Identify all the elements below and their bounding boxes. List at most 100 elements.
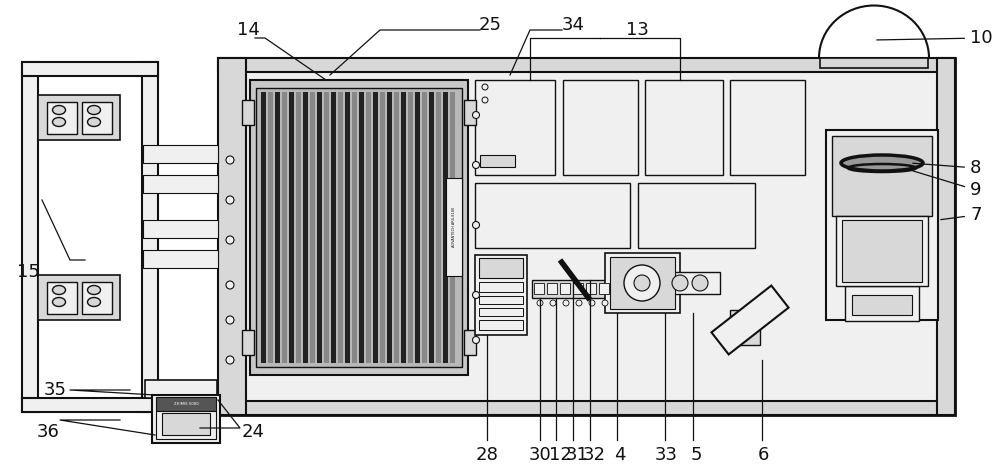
Bar: [450, 92, 455, 363]
Bar: [852, 295, 912, 315]
Circle shape: [654, 300, 660, 306]
Bar: [534, 283, 544, 294]
Bar: [842, 220, 922, 282]
Bar: [401, 92, 406, 363]
Circle shape: [672, 275, 688, 291]
Ellipse shape: [52, 106, 66, 115]
Bar: [475, 255, 527, 335]
Bar: [275, 92, 280, 363]
Bar: [338, 92, 343, 363]
Circle shape: [226, 236, 234, 244]
Circle shape: [624, 265, 660, 301]
Bar: [730, 80, 805, 175]
Bar: [937, 58, 955, 415]
Bar: [218, 58, 955, 72]
Circle shape: [628, 300, 634, 306]
Bar: [605, 253, 680, 313]
Text: 6: 6: [757, 446, 769, 464]
Circle shape: [589, 300, 595, 306]
Bar: [443, 92, 448, 363]
Bar: [845, 286, 919, 321]
Bar: [660, 272, 720, 294]
Circle shape: [602, 300, 608, 306]
Bar: [475, 183, 630, 248]
Ellipse shape: [88, 118, 100, 127]
Bar: [366, 92, 371, 363]
Circle shape: [226, 156, 234, 164]
Bar: [47, 102, 77, 134]
Bar: [156, 397, 216, 411]
Bar: [387, 92, 392, 363]
Bar: [282, 92, 287, 363]
Bar: [446, 178, 462, 276]
Ellipse shape: [52, 285, 66, 294]
Circle shape: [226, 281, 234, 289]
Text: 8: 8: [913, 159, 981, 177]
Bar: [826, 130, 938, 320]
Bar: [479, 296, 523, 304]
Bar: [638, 283, 648, 294]
Bar: [218, 401, 955, 415]
Bar: [422, 92, 427, 363]
Polygon shape: [711, 285, 789, 355]
Circle shape: [550, 300, 556, 306]
Bar: [599, 283, 609, 294]
Bar: [479, 320, 523, 330]
Bar: [394, 92, 399, 363]
Ellipse shape: [841, 155, 923, 171]
Bar: [289, 92, 294, 363]
Circle shape: [634, 275, 650, 291]
Text: 9: 9: [913, 171, 982, 199]
Bar: [38, 275, 120, 320]
Bar: [464, 330, 476, 355]
Circle shape: [473, 337, 480, 344]
Circle shape: [692, 275, 708, 291]
Bar: [560, 283, 570, 294]
Bar: [415, 92, 420, 363]
Ellipse shape: [88, 285, 100, 294]
Bar: [586, 283, 596, 294]
Bar: [143, 220, 218, 238]
Text: 13: 13: [626, 21, 648, 39]
Bar: [296, 92, 301, 363]
Text: 7: 7: [941, 206, 982, 224]
Bar: [359, 92, 364, 363]
Bar: [532, 280, 650, 298]
Text: 28: 28: [476, 446, 498, 464]
Text: 10: 10: [877, 29, 993, 47]
Bar: [303, 92, 308, 363]
Bar: [610, 257, 675, 309]
Text: 35: 35: [44, 381, 66, 399]
Circle shape: [537, 300, 543, 306]
Bar: [143, 145, 218, 163]
Bar: [820, 58, 928, 68]
Bar: [145, 380, 217, 398]
Bar: [143, 175, 218, 193]
Bar: [464, 100, 476, 125]
Circle shape: [641, 300, 647, 306]
Bar: [563, 80, 638, 175]
Bar: [82, 282, 112, 314]
Circle shape: [615, 300, 621, 306]
Text: 4: 4: [614, 446, 626, 464]
Text: 15: 15: [17, 263, 39, 281]
Bar: [612, 283, 622, 294]
Bar: [475, 80, 555, 175]
Bar: [573, 283, 583, 294]
Bar: [836, 216, 928, 286]
Text: 32: 32: [582, 446, 606, 464]
Ellipse shape: [88, 106, 100, 115]
Bar: [730, 310, 760, 345]
Text: 12: 12: [549, 446, 571, 464]
Bar: [547, 283, 557, 294]
Ellipse shape: [52, 118, 66, 127]
Bar: [625, 283, 635, 294]
Bar: [242, 330, 254, 355]
Bar: [38, 95, 120, 140]
Bar: [22, 62, 38, 412]
Bar: [47, 282, 77, 314]
Ellipse shape: [52, 298, 66, 307]
Bar: [218, 58, 955, 415]
Bar: [82, 102, 112, 134]
Bar: [345, 92, 350, 363]
